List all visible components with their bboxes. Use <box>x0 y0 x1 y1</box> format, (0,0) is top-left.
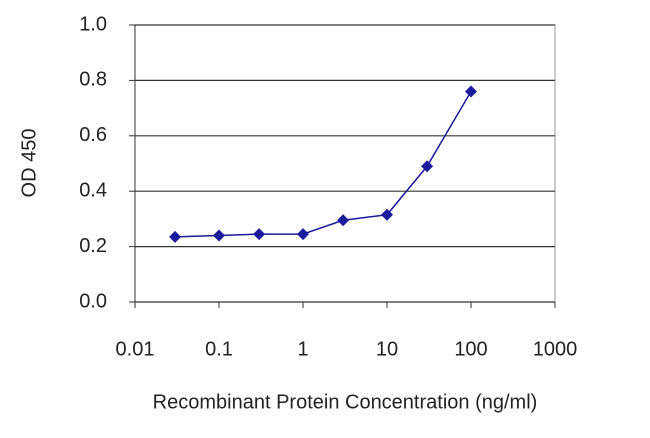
x-axis-label: Recombinant Protein Concentration (ng/ml… <box>153 391 538 413</box>
data-point <box>421 160 434 173</box>
plot-area <box>134 24 556 303</box>
x-tick-label: 10 <box>376 338 398 360</box>
y-tick-label: 0.4 <box>79 179 107 201</box>
y-axis-label: OD 450 <box>18 129 40 198</box>
y-tick-label: 1.0 <box>79 13 107 35</box>
y-tick-label: 0.0 <box>79 290 107 312</box>
data-point <box>297 228 309 241</box>
y-tick-label: 0.8 <box>79 69 107 91</box>
x-tick-label: 100 <box>454 338 487 360</box>
y-tick-label: 0.6 <box>79 124 107 146</box>
y-tick-label: 0.2 <box>79 235 107 257</box>
data-point <box>337 214 350 227</box>
data-point <box>169 230 182 243</box>
x-tick-label: 1000 <box>533 338 578 360</box>
x-tick-label: 0.01 <box>116 338 155 360</box>
x-tick-label: 1 <box>297 338 308 360</box>
data-point <box>253 228 266 241</box>
data-point <box>213 229 225 242</box>
data-line <box>175 91 472 238</box>
data-point <box>381 208 393 221</box>
x-tick-label: 0.1 <box>205 338 233 360</box>
data-point <box>465 85 477 98</box>
